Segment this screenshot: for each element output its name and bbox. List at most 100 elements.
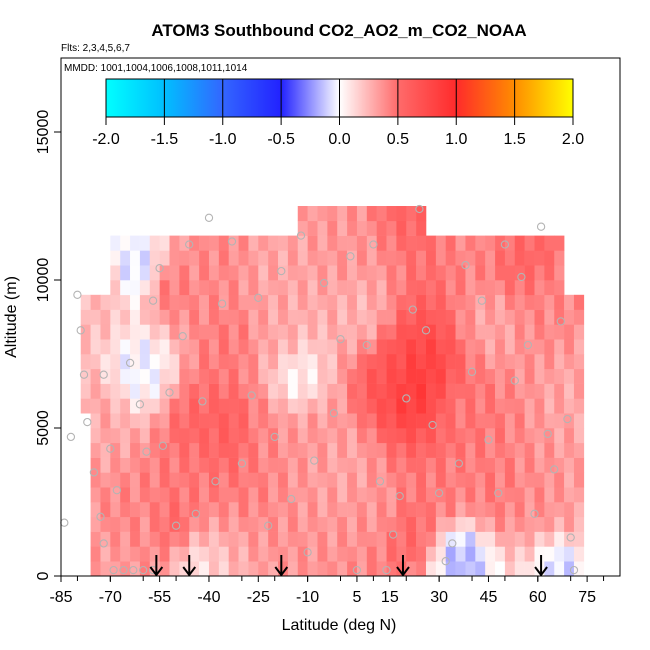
heatmap-cell: [287, 457, 299, 473]
heatmap-cell: [554, 487, 565, 503]
heatmap-cell: [337, 546, 348, 562]
heatmap-cell: [149, 265, 160, 281]
heatmap-cell: [228, 502, 239, 518]
heatmap-cell: [258, 354, 269, 370]
heatmap-cell: [248, 294, 259, 310]
sample-point: [60, 518, 69, 527]
heatmap-cell: [189, 309, 200, 325]
heatmap-cell: [406, 546, 417, 562]
heatmap-cell: [564, 442, 575, 458]
heatmap-cell: [327, 561, 338, 577]
heatmap-cell: [376, 324, 387, 340]
heatmap-cell: [258, 442, 269, 458]
heatmap-cell: [504, 561, 516, 577]
heatmap-cell: [110, 531, 121, 547]
heatmap-cell: [80, 398, 91, 414]
heatmap-cell: [189, 531, 200, 547]
heatmap-cell: [228, 250, 239, 266]
heatmap-cell: [120, 368, 131, 384]
heatmap-cell: [396, 220, 407, 236]
heatmap-cell: [337, 531, 348, 547]
heatmap-cell: [425, 546, 437, 562]
heatmap-cell: [208, 368, 220, 384]
heatmap-cell: [238, 502, 249, 518]
heatmap-cell: [307, 235, 318, 251]
heatmap-cell: [396, 546, 407, 562]
heatmap-cell: [534, 250, 545, 266]
heatmap-cell: [337, 398, 348, 414]
heatmap-cell: [347, 220, 358, 236]
heatmap-cell: [573, 339, 585, 355]
sample-point: [66, 432, 76, 442]
heatmap-cell: [356, 472, 368, 488]
heatmap-cell: [287, 413, 299, 429]
heatmap-cell: [218, 428, 229, 444]
heatmap-cell: [120, 309, 131, 325]
heatmap-cell: [465, 339, 476, 355]
heatmap-cell: [120, 339, 131, 355]
heatmap-cell: [396, 339, 407, 355]
heatmap-cell: [366, 220, 377, 236]
heatmap-cell: [356, 280, 368, 296]
heatmap-cell: [455, 472, 466, 488]
heatmap-cell: [218, 516, 229, 532]
heatmap-cell: [445, 398, 456, 414]
heatmap-cell: [485, 398, 496, 414]
heatmap-cell: [307, 206, 318, 222]
heatmap-cell: [130, 442, 141, 458]
heatmap-cell: [307, 487, 318, 503]
heatmap-cell: [90, 324, 101, 340]
heatmap-cell: [554, 531, 565, 547]
heatmap-cell: [504, 457, 516, 473]
heatmap-cell: [416, 368, 427, 384]
heatmap-cell: [425, 398, 437, 414]
heatmap-cell: [258, 309, 269, 325]
heatmap-cell: [159, 561, 170, 577]
heatmap-cell: [396, 280, 407, 296]
sample-point: [73, 290, 82, 299]
heatmap-cell: [475, 472, 486, 488]
heatmap-cell: [406, 516, 417, 532]
heatmap-cell: [238, 309, 249, 325]
heatmap-cell: [544, 472, 555, 488]
heatmap-cell: [297, 502, 308, 518]
heatmap-cell: [268, 235, 279, 251]
heatmap-cell: [455, 324, 466, 340]
heatmap-cell: [278, 294, 289, 310]
heatmap-cell: [307, 309, 318, 325]
heatmap-cell: [287, 472, 299, 488]
heatmap-cell: [139, 294, 151, 310]
heatmap-cell: [110, 368, 121, 384]
heatmap-cell: [248, 280, 259, 296]
heatmap-cell: [189, 265, 200, 281]
sample-point: [270, 432, 279, 442]
heatmap-cell: [475, 561, 486, 577]
sample-point: [536, 222, 546, 231]
heatmap-cell: [445, 487, 456, 503]
heatmap-cell: [416, 280, 427, 296]
heatmap-cell: [455, 398, 466, 414]
sample-point: [336, 335, 345, 344]
heatmap-cell: [159, 354, 170, 370]
heatmap-cell: [534, 487, 545, 503]
colorbar-tick-label: 2.0: [562, 131, 584, 148]
heatmap-cell: [189, 502, 200, 518]
heatmap-cell: [199, 339, 210, 355]
heatmap-cell: [327, 309, 338, 325]
heatmap-cell: [208, 457, 220, 473]
heatmap-cell: [149, 368, 160, 384]
heatmap-cell: [100, 368, 111, 384]
heatmap-cell: [218, 502, 229, 518]
colorbar-tick-label: -1.5: [151, 131, 179, 148]
heatmap-cell: [189, 442, 200, 458]
heatmap-cell: [376, 531, 387, 547]
heatmap-cell: [287, 265, 299, 281]
heatmap-cell: [475, 502, 486, 518]
heatmap-cell: [573, 324, 585, 340]
heatmap-cell: [485, 368, 496, 384]
heatmap-cell: [130, 487, 141, 503]
heatmap-cell: [228, 428, 239, 444]
heatmap-cell: [455, 368, 466, 384]
heatmap-cell: [189, 354, 200, 370]
heatmap-cell: [169, 265, 180, 281]
